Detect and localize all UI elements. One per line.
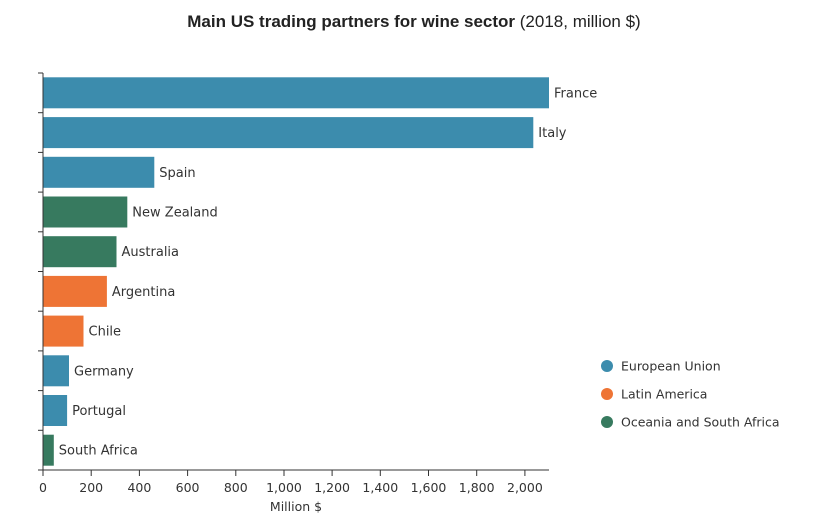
chart-title-subtitle: (2018, million $) (515, 12, 641, 31)
bar-germany[interactable] (43, 355, 69, 387)
bar-label-portugal: Portugal (72, 404, 126, 419)
bar-label-france: France (554, 86, 597, 101)
legend-swatch-latin-america (601, 388, 613, 400)
x-tick-label: 1,200 (314, 480, 350, 495)
x-tick-label: 200 (79, 480, 103, 495)
bar-australia[interactable] (43, 236, 117, 268)
x-tick-label: 800 (224, 480, 248, 495)
x-tick-label: 1,800 (459, 480, 495, 495)
bar-label-chile: Chile (89, 325, 122, 340)
x-tick-label: 1,000 (266, 480, 302, 495)
bar-label-south-africa: South Africa (59, 444, 138, 459)
bar-label-australia: Australia (122, 245, 180, 260)
x-tick-label: 1,400 (362, 480, 398, 495)
bar-portugal[interactable] (43, 395, 68, 426)
bar-chile[interactable] (43, 315, 84, 347)
x-tick-label: 2,000 (507, 480, 543, 495)
x-tick-label: 600 (176, 480, 200, 495)
x-tick-label: 0 (39, 480, 47, 495)
x-tick-label: 1,600 (411, 480, 447, 495)
chart-title-main: Main US trading partners for wine sector (187, 12, 516, 31)
bar-label-spain: Spain (159, 166, 195, 181)
legend-label-european-union: European Union (621, 359, 721, 374)
bar-label-italy: Italy (538, 126, 567, 141)
bar-argentina[interactable] (43, 275, 107, 307)
bar-south-africa[interactable] (43, 434, 54, 466)
legend-swatch-european-union (601, 360, 613, 372)
bar-label-germany: Germany (74, 364, 134, 379)
bar-italy[interactable] (43, 117, 534, 149)
legend-label-latin-america: Latin America (621, 387, 707, 402)
bar-spain[interactable] (43, 156, 155, 188)
x-axis-title: Million $ (270, 499, 322, 514)
legend-label-oceania-and-south-africa: Oceania and South Africa (621, 415, 780, 430)
bar-label-argentina: Argentina (112, 285, 175, 300)
chart-title: Main US trading partners for wine sector… (0, 12, 828, 32)
bar-new-zealand[interactable] (43, 196, 128, 228)
bar-france[interactable] (43, 77, 549, 109)
x-tick-label: 400 (127, 480, 151, 495)
legend-swatch-oceania-and-south-africa (601, 416, 613, 428)
bar-label-new-zealand: New Zealand (132, 206, 217, 221)
